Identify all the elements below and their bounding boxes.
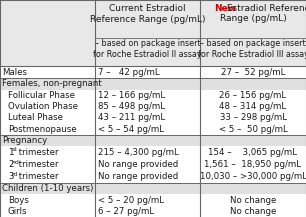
Text: – based on package insert
for Roche Estradiol III assay: – based on package insert for Roche Estr… (198, 39, 306, 59)
Bar (95, 183, 200, 194)
Text: 6 – 27 pg/mL: 6 – 27 pg/mL (98, 207, 154, 216)
Bar (200, 135, 306, 146)
Bar (0, 158, 95, 171)
Bar (200, 101, 306, 112)
Bar (0, 194, 95, 206)
Bar (0, 0, 95, 66)
Text: 10,030 – >30,000 pg/mL: 10,030 – >30,000 pg/mL (200, 172, 306, 181)
Bar (0, 112, 95, 123)
Text: 43 – 211 pg/mL: 43 – 211 pg/mL (98, 113, 165, 122)
Bar (95, 123, 200, 135)
Text: 26 – 156 pg/mL: 26 – 156 pg/mL (219, 91, 286, 100)
Bar (95, 0, 200, 66)
Bar (95, 194, 200, 206)
Text: 7 –   42 pg/mL: 7 – 42 pg/mL (98, 68, 160, 77)
Text: trimester: trimester (16, 172, 58, 181)
Text: Ovulation Phase: Ovulation Phase (8, 102, 78, 111)
Bar (200, 206, 306, 217)
Text: No change: No change (230, 196, 276, 204)
Bar (0, 90, 95, 101)
Text: Current Estradiol
Reference Range (pg/mL): Current Estradiol Reference Range (pg/mL… (90, 4, 205, 24)
Bar (200, 90, 306, 101)
Bar (95, 158, 200, 171)
Text: trimester: trimester (16, 160, 58, 169)
Text: st: st (11, 147, 17, 152)
Text: Children (1-10 years): Children (1-10 years) (2, 184, 93, 193)
Bar (95, 171, 200, 183)
Bar (200, 112, 306, 123)
Text: nd: nd (11, 160, 19, 165)
Text: < 5 –  50 pg/mL: < 5 – 50 pg/mL (218, 125, 287, 134)
Text: Girls: Girls (8, 207, 28, 216)
Text: 215 – 4,300 pg/mL: 215 – 4,300 pg/mL (98, 148, 179, 157)
Bar (0, 183, 95, 194)
Text: 85 – 498 pg/mL: 85 – 498 pg/mL (98, 102, 165, 111)
Text: Postmenopause: Postmenopause (8, 125, 76, 134)
Text: New: New (214, 4, 236, 13)
Bar (0, 101, 95, 112)
Text: trimester: trimester (16, 148, 58, 157)
Text: 1: 1 (8, 148, 13, 157)
Text: Males: Males (2, 68, 27, 77)
Bar (0, 146, 95, 158)
Bar (200, 146, 306, 158)
Text: 12 – 166 pg/mL: 12 – 166 pg/mL (98, 91, 165, 100)
Text: 48 – 314 pg/mL: 48 – 314 pg/mL (219, 102, 286, 111)
Bar (95, 101, 200, 112)
Text: Females, non-pregnant: Females, non-pregnant (2, 79, 102, 89)
Text: 2: 2 (8, 160, 13, 169)
Text: < 5 – 20 pg/mL: < 5 – 20 pg/mL (98, 196, 164, 204)
Text: Estradiol Reference: Estradiol Reference (224, 4, 306, 13)
Bar (0, 171, 95, 183)
Bar (200, 66, 306, 78)
Bar (95, 112, 200, 123)
Bar (200, 0, 306, 66)
Bar (200, 78, 306, 90)
Bar (200, 158, 306, 171)
Bar (200, 183, 306, 194)
Bar (95, 90, 200, 101)
Text: 154 –    3,065 pg/mL: 154 – 3,065 pg/mL (208, 148, 297, 157)
Text: 27 –  52 pg/mL: 27 – 52 pg/mL (221, 68, 285, 77)
Text: Boys: Boys (8, 196, 29, 204)
Text: rd: rd (11, 172, 17, 177)
Bar (200, 123, 306, 135)
Bar (200, 194, 306, 206)
Text: No change: No change (230, 207, 276, 216)
Text: Pregnancy: Pregnancy (2, 136, 47, 145)
Bar (95, 146, 200, 158)
Text: – based on package insert
for Roche Estradiol II assay: – based on package insert for Roche Estr… (93, 39, 202, 59)
Bar (200, 171, 306, 183)
Text: Luteal Phase: Luteal Phase (8, 113, 63, 122)
Bar (95, 135, 200, 146)
Text: 1,561 –  18,950 pg/mL: 1,561 – 18,950 pg/mL (204, 160, 301, 169)
Text: 33 – 298 pg/mL: 33 – 298 pg/mL (219, 113, 286, 122)
Bar (0, 78, 95, 90)
Bar (0, 123, 95, 135)
Text: No range provided: No range provided (98, 172, 178, 181)
Text: Follicular Phase: Follicular Phase (8, 91, 75, 100)
Text: 3: 3 (8, 172, 13, 181)
Bar (0, 206, 95, 217)
Bar (0, 135, 95, 146)
Bar (95, 66, 200, 78)
Bar (95, 78, 200, 90)
Text: No range provided: No range provided (98, 160, 178, 169)
Bar (95, 206, 200, 217)
Text: < 5 – 54 pg/mL: < 5 – 54 pg/mL (98, 125, 164, 134)
Text: Range (pg/mL): Range (pg/mL) (220, 14, 286, 23)
Bar (0, 66, 95, 78)
